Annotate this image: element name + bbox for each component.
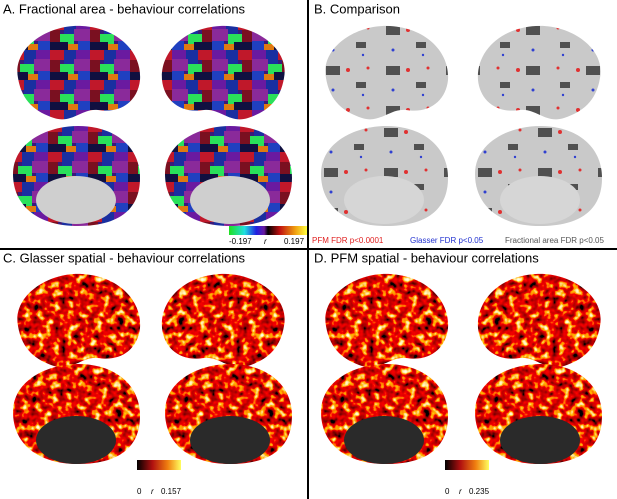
brains-a	[13, 25, 292, 226]
colorbar	[445, 460, 489, 470]
panel-title: B. Comparison	[314, 1, 400, 16]
colorbar-min: 0	[445, 487, 450, 496]
brains-d	[321, 273, 602, 464]
panel-title: D. PFM spatial - behaviour correlations	[314, 250, 539, 265]
colorbar-max: 0.157	[161, 487, 182, 496]
panel-title: A. Fractional area - behaviour correlati…	[3, 1, 246, 16]
colorbar-label: r	[151, 487, 154, 496]
legend-item: PFM FDR p<0.0001	[312, 236, 384, 245]
legend-item: Fractional area FDR p<0.05	[505, 236, 604, 245]
colorbar	[229, 226, 307, 235]
brains-c	[13, 273, 292, 464]
brains-b	[321, 25, 602, 226]
colorbar-max: 0.235	[469, 487, 490, 496]
colorbar-label: r	[459, 487, 462, 496]
colorbar-max: 0.197	[284, 237, 305, 246]
panel-title: C. Glasser spatial - behaviour correlati…	[3, 250, 246, 265]
colorbar-min: 0	[137, 487, 142, 496]
colorbar-label: r	[264, 237, 267, 246]
colorbar-min: -0.197	[229, 237, 252, 246]
legend-item: Glasser FDR p<0.05	[410, 236, 484, 245]
colorbar	[137, 460, 181, 470]
